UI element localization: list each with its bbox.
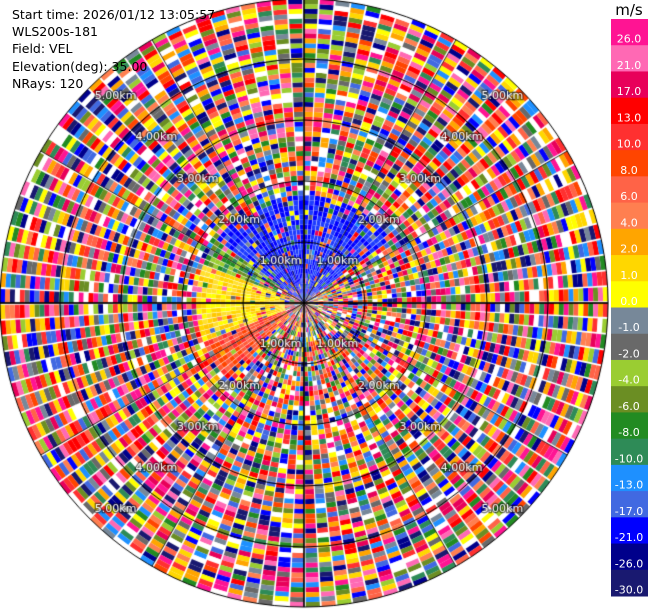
colorbar-tick-label: -6.0 [618,400,639,413]
colorbar-swatch [611,176,648,204]
colorbar-tick-label: 10.0 [617,138,642,151]
colorbar-tick-label: 0.0 [620,295,638,308]
colorbar-swatch [611,412,648,440]
colorbar-tick-label: 21.0 [617,59,642,72]
colorbar-swatch [611,71,648,99]
field-name: Field: VEL [12,41,73,57]
colorbar-swatch [611,123,648,151]
colorbar-swatch [611,281,648,308]
colorbar-tick-label: -2.0 [618,348,639,361]
colorbar-swatch [611,359,648,387]
instrument-name: WLS200s-181 [12,24,98,40]
colorbar-swatch [611,464,648,492]
colorbar-tick-label: -1.0 [618,321,639,334]
elevation: Elevation(deg): 35.00 [12,58,148,74]
colorbar-tick-label: 26.0 [617,33,642,46]
colorbar-tick-label: -4.0 [618,374,639,387]
colorbar-swatch [611,307,648,335]
colorbar-swatch [611,386,648,413]
scan-info: Start time: 2026/01/12 13:05:57 WLS200s-… [12,6,215,92]
colorbar-swatch [611,517,648,545]
colorbar-tick-label: -8.0 [618,426,639,439]
colorbar-tick-label: -10.0 [615,452,643,465]
colorbar-tick-label: -26.0 [615,557,643,570]
colorbar-tick-label: -13.0 [615,479,643,492]
colorbar-swatch [611,438,648,466]
colorbar-tick-label: 17.0 [617,85,642,98]
colorbar-swatch [611,19,648,46]
colorbar-swatch [611,491,648,518]
colorbar-swatch [611,45,648,72]
colorbar-tick-label: 8.0 [620,164,638,177]
colorbar-tick-label: 1.0 [620,269,638,282]
colorbar-swatch [611,150,648,177]
colorbar-swatch [611,228,648,256]
colorbar-tick-label: -17.0 [615,505,643,518]
colorbar-swatch [611,202,648,230]
colorbar-tick-label: -30.0 [615,584,643,597]
velocity-colorbar: m/s 26.0 21.0 17.0 13.0 10.0 8.0 6.0 4.0 2.0 1.0 0.… [611,1,648,597]
colorbar-swatch [611,97,648,125]
colorbar-swatch [611,543,648,571]
colorbar-unit: m/s [615,1,643,19]
start-time: Start time: 2026/01/12 13:05:57 [12,7,216,22]
nrays: NRays: 120 [12,75,84,91]
colorbar-tick-label: 4.0 [620,216,638,229]
radar-ppi-display [0,0,609,610]
colorbar-swatch [611,333,648,361]
colorbar-swatch [611,569,648,597]
colorbar-tick-label: -21.0 [615,531,643,544]
colorbar-tick-label: 13.0 [617,111,642,124]
colorbar-tick-label: 2.0 [620,243,638,256]
colorbar-swatch [611,255,648,282]
colorbar-tick-label: 6.0 [620,190,638,203]
